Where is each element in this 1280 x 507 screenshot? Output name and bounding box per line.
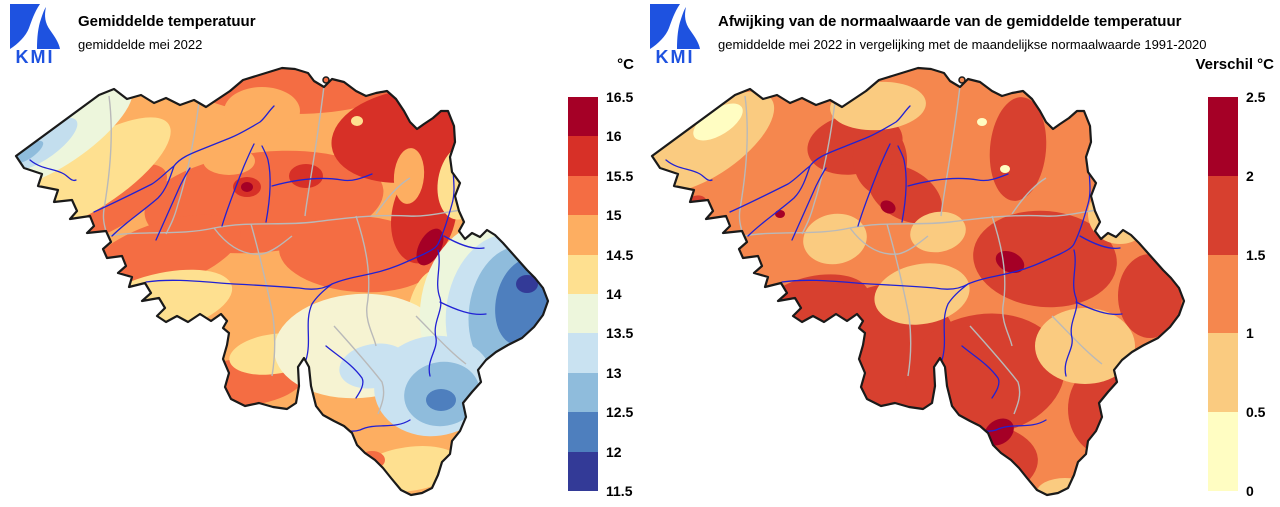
- legend-tick-label: 0: [1246, 483, 1254, 499]
- kmi-logo-text: KMI: [656, 47, 695, 66]
- legend-tick-label: 2.5: [1246, 89, 1266, 105]
- legend-color-band: [568, 254, 598, 295]
- legend-color-band: [1208, 97, 1238, 177]
- legend-color-band: [1208, 333, 1238, 413]
- legend-title: Verschil °C: [1195, 56, 1274, 73]
- legend-tick-label: 13: [606, 364, 622, 381]
- map-subtitle: gemiddelde mei 2022: [78, 37, 203, 52]
- map-title: Gemiddelde temperatuur: [78, 13, 256, 30]
- kmi-logo: KMI: [10, 4, 60, 66]
- kmi-logo-shape-left: [650, 4, 680, 49]
- legend-tick-label: 11.5: [606, 483, 633, 499]
- panel-average-temperature: KMI Gemiddelde temperatuur gemiddelde me…: [10, 4, 640, 499]
- legend-tick-label: 14.5: [606, 246, 634, 263]
- legend-color-band: [1208, 412, 1238, 492]
- legend-color-band: [568, 97, 598, 137]
- legend-tick-label: 15: [606, 207, 622, 224]
- temperature-map-belgium: [14, 66, 550, 497]
- legend-tick-label: 15.5: [606, 167, 634, 184]
- legend-tick-label: 1: [1246, 325, 1254, 342]
- legend-tick-label: 16.5: [606, 89, 634, 105]
- map-fill-regions: [16, 68, 548, 495]
- map-subtitle: gemiddelde mei 2022 in vergelijking met …: [718, 37, 1207, 52]
- legend-tick-label: 12.5: [606, 404, 634, 421]
- legend-color-band: [568, 333, 598, 374]
- map-title: Afwijking van de normaalwaarde van de ge…: [718, 13, 1182, 30]
- legend-color-band: [568, 215, 598, 256]
- kmi-logo-text: KMI: [16, 47, 55, 66]
- map-fill-regions: [652, 68, 1184, 495]
- baarle-hertog-enclave: [322, 76, 330, 84]
- legend-color-band: [568, 412, 598, 453]
- legend-color-band: [1208, 254, 1238, 334]
- legend-color-band: [568, 136, 598, 177]
- baarle-hertog-enclave: [958, 76, 966, 84]
- legend-title: °C: [617, 56, 634, 73]
- legend-tick-label: 0.5: [1246, 404, 1266, 421]
- kmi-logo-shape-right: [37, 7, 60, 49]
- temperature-anomaly-map-belgium: [650, 66, 1186, 497]
- kmi-logo-shape-right: [677, 7, 700, 49]
- legend-color-band: [568, 451, 598, 492]
- temperature-legend: 16.5 16 15.5 15 14.5 14 13.5 13 12.5 12 11.5: [568, 89, 640, 499]
- legend-color-band: [568, 294, 598, 334]
- panel-temperature-anomaly: KMI Afwijking van de normaalwaarde van d…: [640, 0, 1280, 507]
- legend-tick-label: 14: [606, 286, 622, 302]
- legend-tick-label: 12: [606, 443, 622, 460]
- legend-color-band: [568, 372, 598, 413]
- legend-tick-label: 1.5: [1246, 246, 1266, 263]
- legend-tick-label: 13.5: [606, 325, 634, 342]
- anomaly-legend: 2.5 2 1.5 1 0.5 0: [1208, 89, 1280, 499]
- kmi-logo: KMI: [650, 4, 700, 66]
- legend-color-band: [1208, 175, 1238, 256]
- kmi-logo-shape-left: [10, 4, 40, 49]
- legend-tick-label: 16: [606, 128, 622, 145]
- legend-color-band: [568, 175, 598, 216]
- legend-tick-label: 2: [1246, 167, 1254, 184]
